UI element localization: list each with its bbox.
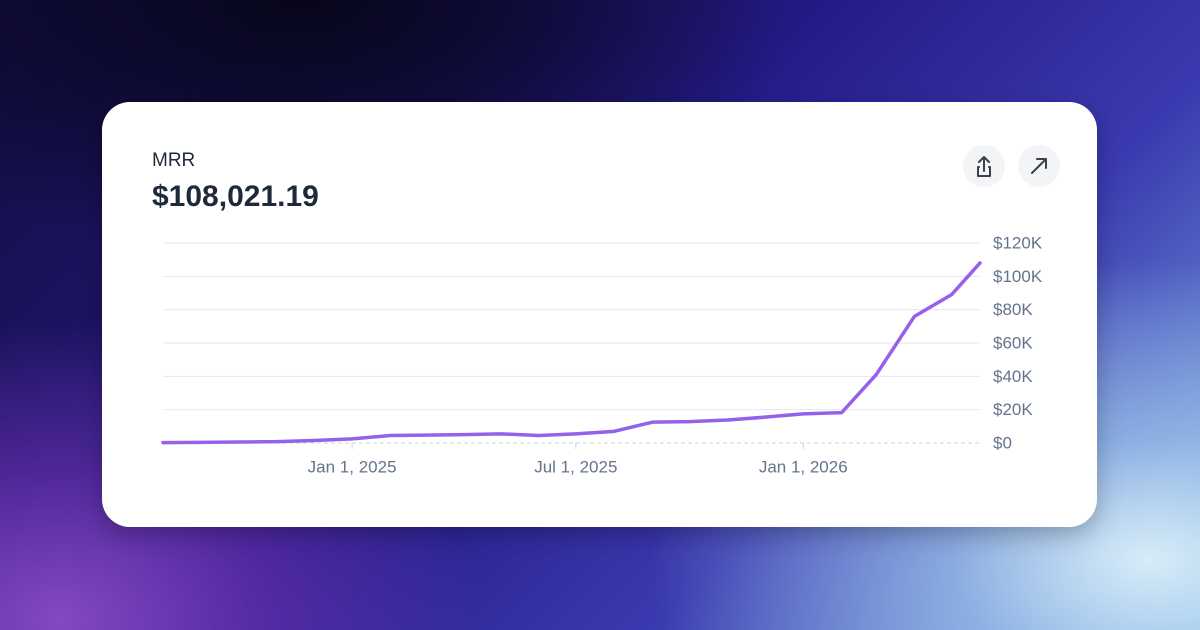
card [102,102,1097,527]
y-tick-label: $40K [993,367,1033,386]
y-tick-label: $100K [993,267,1043,286]
x-tick-label: Jan 1, 2026 [759,457,848,476]
x-tick-label: Jul 1, 2025 [534,457,617,476]
y-tick-label: $60K [993,333,1033,352]
share-button[interactable] [963,145,1005,187]
y-tick-label: $0 [993,433,1012,452]
y-tick-label: $80K [993,300,1033,319]
headline-value: $108,021.19 [152,180,319,213]
y-tick-label: $20K [993,400,1033,419]
x-tick-label: Jan 1, 2025 [308,457,397,476]
y-tick-label: $120K [993,233,1043,252]
chart-title: MRR [152,150,195,171]
expand-button[interactable] [1018,145,1060,187]
line [161,261,982,445]
